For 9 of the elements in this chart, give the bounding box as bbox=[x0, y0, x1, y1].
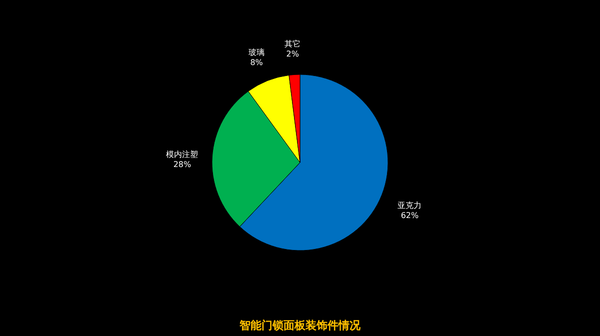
slice-label: 亚克力 bbox=[398, 200, 422, 210]
data-label: 62% bbox=[400, 210, 420, 220]
slice-label: 其它 bbox=[284, 40, 301, 49]
slice-label: 模内注塑 bbox=[166, 150, 198, 160]
data-label: 8% bbox=[250, 58, 264, 67]
text: 智能门锁面板装饰件情况 bbox=[238, 319, 362, 332]
data-label: 28% bbox=[173, 160, 192, 170]
slice-label: 玻璃 bbox=[248, 48, 265, 57]
data-label: 2% bbox=[286, 50, 300, 59]
